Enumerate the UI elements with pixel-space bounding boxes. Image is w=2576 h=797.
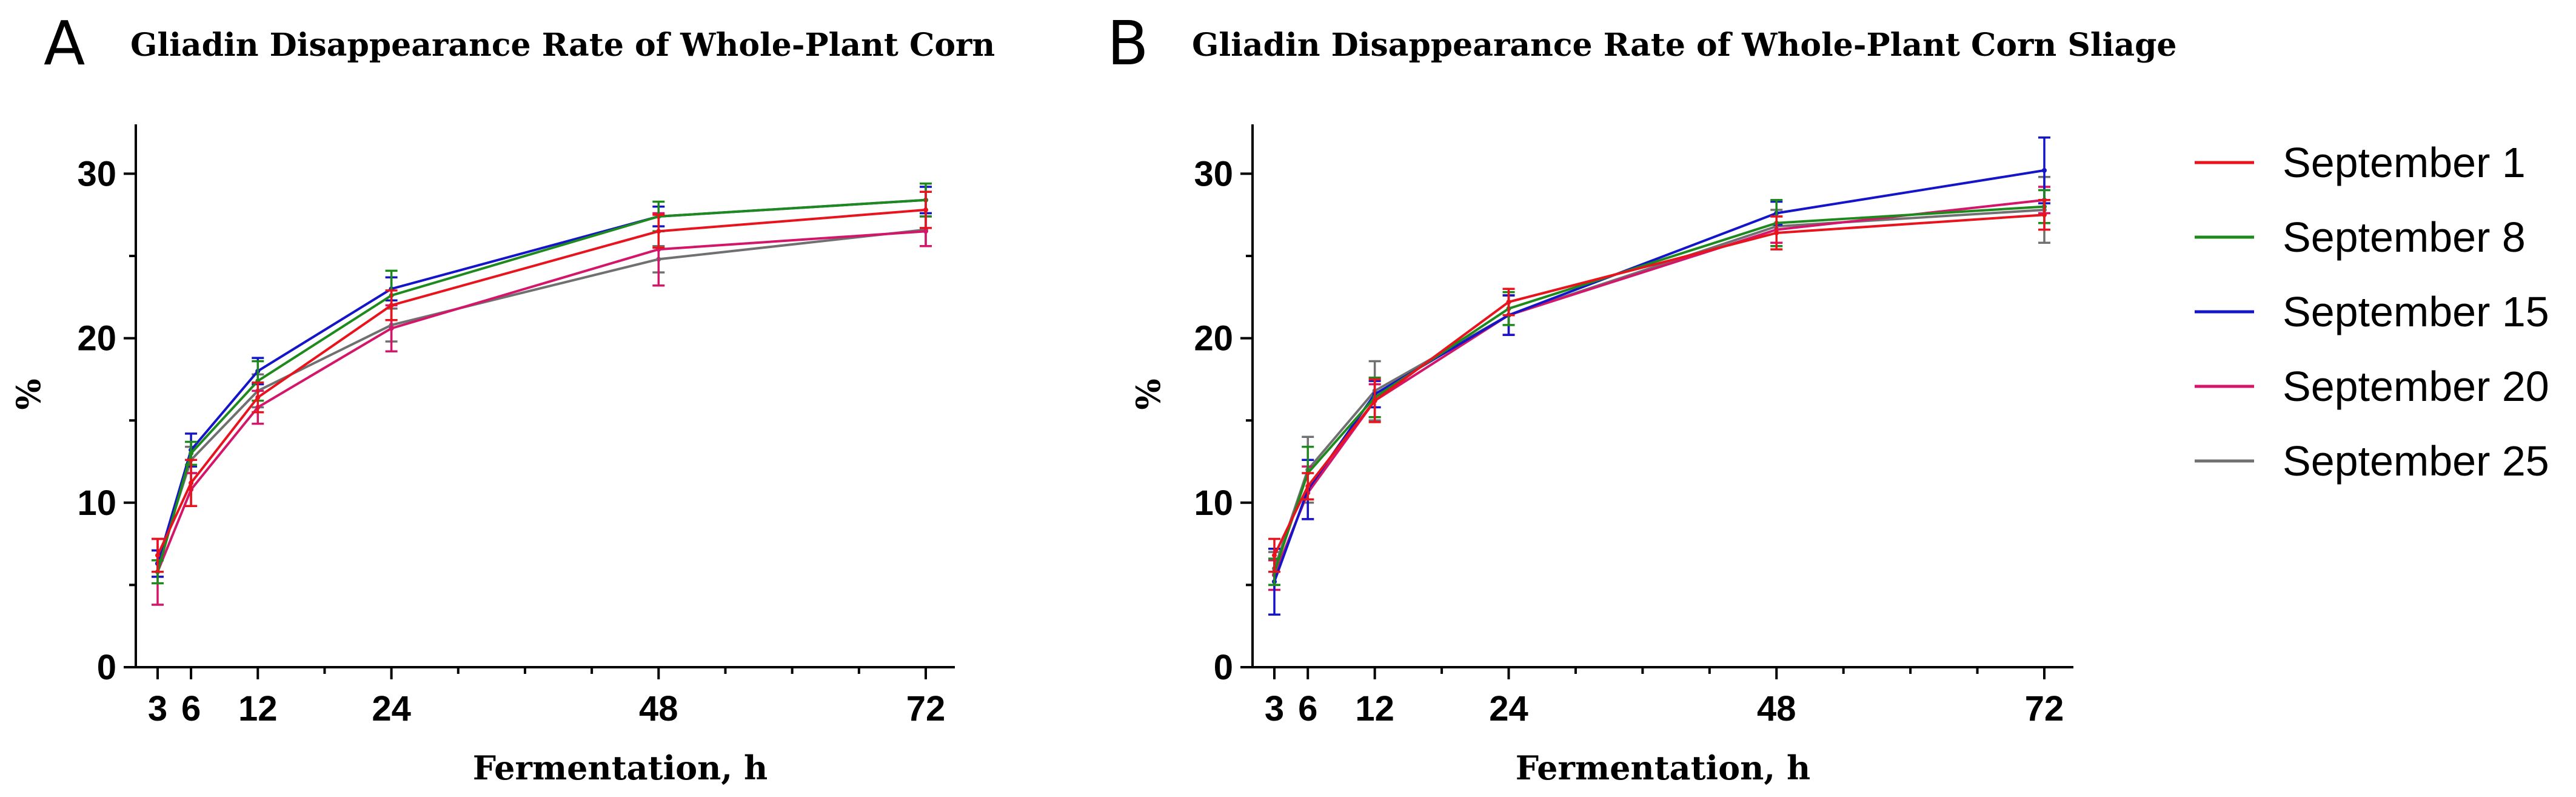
panel-a-x-tick-label: 72 (906, 689, 946, 728)
panel-a-series-line-september-25 (156, 228, 926, 564)
panel-b-x-tick-label: 3 (1265, 689, 1284, 728)
panel-a-y-tick-label: 0 (97, 648, 116, 687)
panel-b-x-axis-label: Fermentation, h (1516, 748, 1810, 787)
panel-a-data-point-september-20 (389, 326, 394, 331)
panel-a-data-point-september-1 (189, 480, 194, 486)
legend-item-september-1: September 1 (2195, 139, 2526, 186)
panel-a-data-point-september-1 (389, 303, 394, 308)
legend-item-september-15: September 15 (2195, 288, 2549, 335)
panel-a-data-point-september-1 (155, 553, 160, 558)
legend-item-september-20: September 20 (2195, 363, 2549, 410)
panel-a-x-axis-label: Fermentation, h (473, 748, 768, 787)
panel-b-series-line-september-1 (1273, 214, 2045, 556)
legend-label: September 15 (2283, 288, 2549, 335)
panel-b-y-tick-label: 0 (1214, 648, 1233, 687)
panel-a-data-point-september-1 (255, 395, 261, 400)
panel-a-x-tick-label: 48 (639, 689, 678, 728)
panel-b-data-point-september-1 (1272, 553, 1277, 558)
legend-label: September 8 (2283, 214, 2526, 261)
panel-b-x-tick-label: 72 (2025, 689, 2064, 728)
legend-item-september-8: September 8 (2195, 214, 2526, 261)
panel-a-series-line-september-15 (156, 198, 926, 564)
panel-b-data-point-september-15 (2042, 167, 2047, 173)
legend-item-september-25: September 25 (2195, 437, 2549, 485)
panel-a-x-tick-label: 24 (372, 689, 411, 728)
panel-b-y-axis-label: % (1129, 378, 1168, 409)
panel-b-x-tick-label: 12 (1355, 689, 1394, 728)
panel-a-data-point-september-1 (923, 207, 928, 213)
panel-b-x-tick-label: 6 (1298, 689, 1317, 728)
panel-b-y-tick-label: 20 (1194, 319, 1233, 358)
panel-a-y-tick-label: 10 (77, 483, 116, 523)
panel-a-series-line-september-1 (156, 209, 926, 556)
panel-a-letter: A (44, 8, 85, 79)
legend-label: September 1 (2283, 139, 2526, 186)
legend-label: September 25 (2283, 437, 2549, 485)
panel-a-data-point-september-1 (656, 229, 661, 234)
panel-a: A Gliadin Disappearance Rate of Whole-Pl… (9, 8, 995, 787)
panel-b-data-point-september-1 (2042, 212, 2047, 218)
panel-b-title: Gliadin Disappearance Rate of Whole-Plan… (1192, 27, 2177, 64)
panel-b: B Gliadin Disappearance Rate of Whole-Pl… (1107, 8, 2177, 787)
panel-b-data-point-september-1 (1372, 398, 1377, 403)
panel-a-y-axis-label: % (9, 378, 48, 409)
legend: September 1 September 8 September 15 Septem… (2195, 139, 2549, 485)
panel-a-plot-area: 0 10 20 30 3 6 12 24 48 72 (77, 124, 955, 728)
panel-b-plot-area: 0 10 20 30 3 6 12 24 48 72 (1194, 124, 2073, 728)
panel-b-series-line-september-15 (1273, 169, 2045, 582)
panel-b-y-tick-label: 10 (1194, 483, 1233, 523)
panel-a-title: Gliadin Disappearance Rate of Whole-Plan… (130, 27, 995, 64)
panel-b-data-point-september-1 (1305, 483, 1311, 489)
panel-b-letter: B (1107, 8, 1149, 79)
panel-b-x-tick-label: 48 (1757, 689, 1796, 728)
panel-b-x-tick-label: 24 (1489, 689, 1528, 728)
panel-a-data-point-september-8 (189, 451, 194, 456)
legend-label: September 20 (2283, 363, 2549, 410)
panel-a-y-tick-label: 20 (77, 319, 116, 358)
panel-b-series-line-september-8 (1273, 205, 2045, 573)
panel-b-data-point-september-1 (1506, 299, 1511, 304)
panel-a-data-point-september-20 (923, 229, 928, 234)
panel-a-y-tick-label: 30 (77, 154, 116, 193)
panel-b-y-tick-label: 30 (1194, 154, 1233, 193)
panel-b-data-point-september-1 (1774, 230, 1779, 235)
panel-a-x-tick-label: 3 (148, 689, 167, 728)
panel-a-series-line-september-8 (156, 198, 926, 573)
panel-a-x-tick-label: 6 (181, 689, 201, 728)
panel-a-x-tick-label: 12 (238, 689, 278, 728)
panel-a-series-line-september-20 (156, 230, 926, 573)
